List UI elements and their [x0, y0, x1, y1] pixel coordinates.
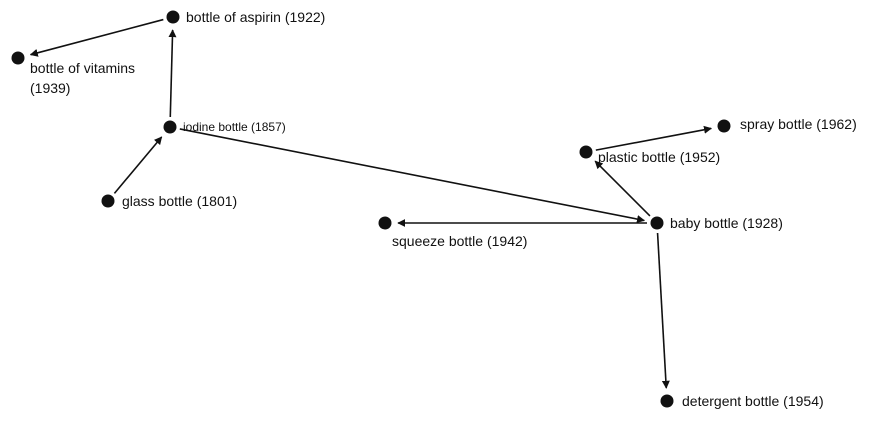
edge-arrow [29, 18, 164, 57]
node-label: bottle of aspirin (1922) [186, 9, 326, 25]
edge-arrow [594, 160, 651, 217]
node-label: detergent bottle (1954) [682, 393, 824, 409]
node-label: spray bottle (1962) [740, 116, 857, 132]
node-dot [166, 10, 180, 24]
edge-arrow [595, 125, 713, 151]
node-dot [163, 120, 177, 134]
node-dot [660, 394, 674, 408]
edge-arrow [168, 29, 177, 118]
node-dot [717, 119, 731, 133]
node-label: baby bottle (1928) [670, 215, 783, 231]
node-dot [11, 51, 25, 65]
node-label: plastic bottle (1952) [598, 149, 721, 165]
node-dot [579, 145, 593, 159]
node-label: squeeze bottle (1942) [392, 233, 528, 249]
node-dot [101, 194, 115, 208]
edge-arrow [179, 128, 646, 224]
node-label: bottle of vitamins (1939) [30, 60, 136, 96]
node-label: glass bottle (1801) [122, 193, 238, 209]
node-dot [378, 216, 392, 230]
node-dot [650, 216, 664, 230]
node-label: iodine bottle (1857) [183, 120, 286, 134]
edge-arrow [656, 232, 670, 389]
edge-arrow [113, 136, 163, 194]
